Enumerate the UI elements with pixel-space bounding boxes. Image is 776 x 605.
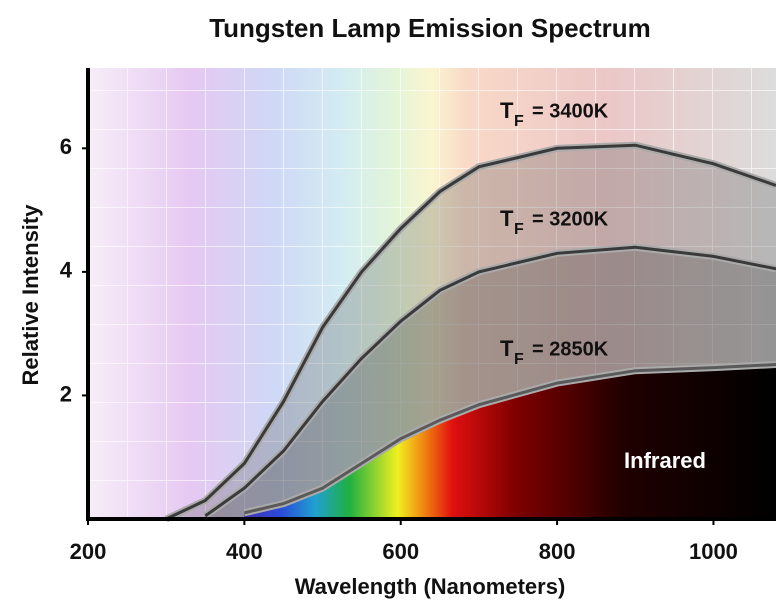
y-tick-label: 2 (60, 381, 72, 406)
annotation-symbol: T (500, 98, 514, 123)
annotation-subscript: F (514, 351, 524, 368)
annotation-subscript: F (514, 221, 524, 238)
series-line (204, 245, 776, 518)
x-axis-label: Wavelength (Nanometers) (295, 574, 566, 599)
x-tick-label: 200 (70, 539, 107, 564)
annotation-symbol: T (500, 206, 514, 231)
annotation-subscript: F (514, 113, 524, 130)
x-tick-label: 400 (226, 539, 263, 564)
annotation-text: = 2850K (532, 338, 609, 360)
x-tick-label: 600 (382, 539, 419, 564)
chart-title: Tungsten Lamp Emission Spectrum (209, 13, 651, 43)
x-tick-label: 800 (539, 539, 576, 564)
annotation-text: = 3200K (532, 208, 609, 230)
annotation-text: Infrared (624, 448, 706, 473)
x-tick-label: 1000 (689, 539, 738, 564)
annotation-text: = 3400K (532, 100, 609, 122)
y-axis-label: Relative Intensity (18, 204, 43, 386)
y-tick-label: 6 (60, 134, 72, 159)
annotation-symbol: T (500, 336, 514, 361)
y-tick-label: 4 (60, 258, 73, 283)
series-line (244, 363, 776, 515)
series-area (244, 364, 776, 519)
series-line (165, 143, 776, 521)
